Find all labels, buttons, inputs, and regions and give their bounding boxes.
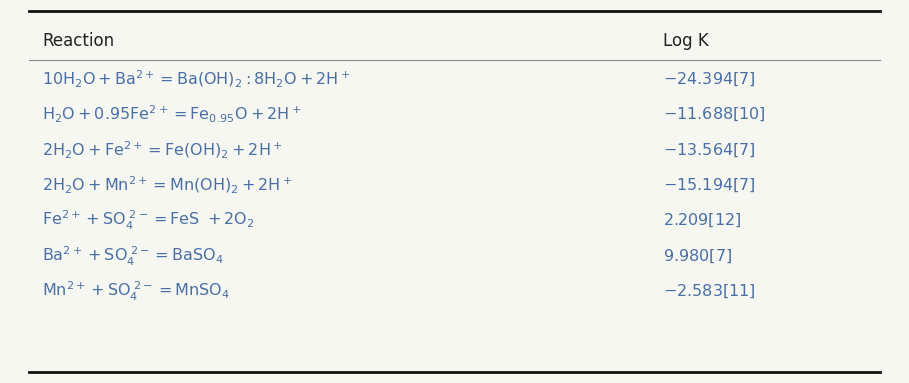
Text: $-24.394[7]$: $-24.394[7]$ [663, 70, 755, 88]
Text: $-13.564[7]$: $-13.564[7]$ [663, 141, 755, 159]
Text: $\mathrm{H_2O + 0.95Fe^{2+} = Fe_{0.95}O + 2H^+}$: $\mathrm{H_2O + 0.95Fe^{2+} = Fe_{0.95}O… [42, 104, 302, 125]
Text: $2.209[12]$: $2.209[12]$ [663, 212, 742, 229]
Text: $\mathrm{10H_2O + Ba^{2+} = Ba(OH)_2{:}8H_2O + 2H^+}$: $\mathrm{10H_2O + Ba^{2+} = Ba(OH)_2{:}8… [42, 69, 351, 90]
Text: $-11.688[10]$: $-11.688[10]$ [663, 106, 765, 123]
Text: $-15.194[7]$: $-15.194[7]$ [663, 177, 755, 194]
Text: $\mathrm{Mn^{2+} + SO_4^{\ 2-} = MnSO_4}$: $\mathrm{Mn^{2+} + SO_4^{\ 2-} = MnSO_4}… [42, 280, 230, 303]
Text: $\mathrm{2H_2O + Fe^{2+} = Fe(OH)_2 + 2H^+}$: $\mathrm{2H_2O + Fe^{2+} = Fe(OH)_2 + 2H… [42, 139, 283, 160]
Text: Log K: Log K [663, 32, 709, 50]
Text: $9.980[7]$: $9.980[7]$ [663, 247, 732, 265]
Text: $\mathrm{Fe^{2+} + SO_4^{\ 2-} = FeS\ +2O_2}$: $\mathrm{Fe^{2+} + SO_4^{\ 2-} = FeS\ +2… [42, 209, 255, 232]
Text: Reaction: Reaction [42, 32, 115, 50]
Text: $\mathrm{Ba^{2+} + SO_4^{\ 2-} = BaSO_4}$: $\mathrm{Ba^{2+} + SO_4^{\ 2-} = BaSO_4}… [42, 244, 224, 268]
Text: $-2.583[11]$: $-2.583[11]$ [663, 283, 755, 300]
Text: $\mathrm{2H_2O + Mn^{2+} = Mn(OH)_2 + 2H^+}$: $\mathrm{2H_2O + Mn^{2+} = Mn(OH)_2 + 2H… [42, 175, 293, 196]
